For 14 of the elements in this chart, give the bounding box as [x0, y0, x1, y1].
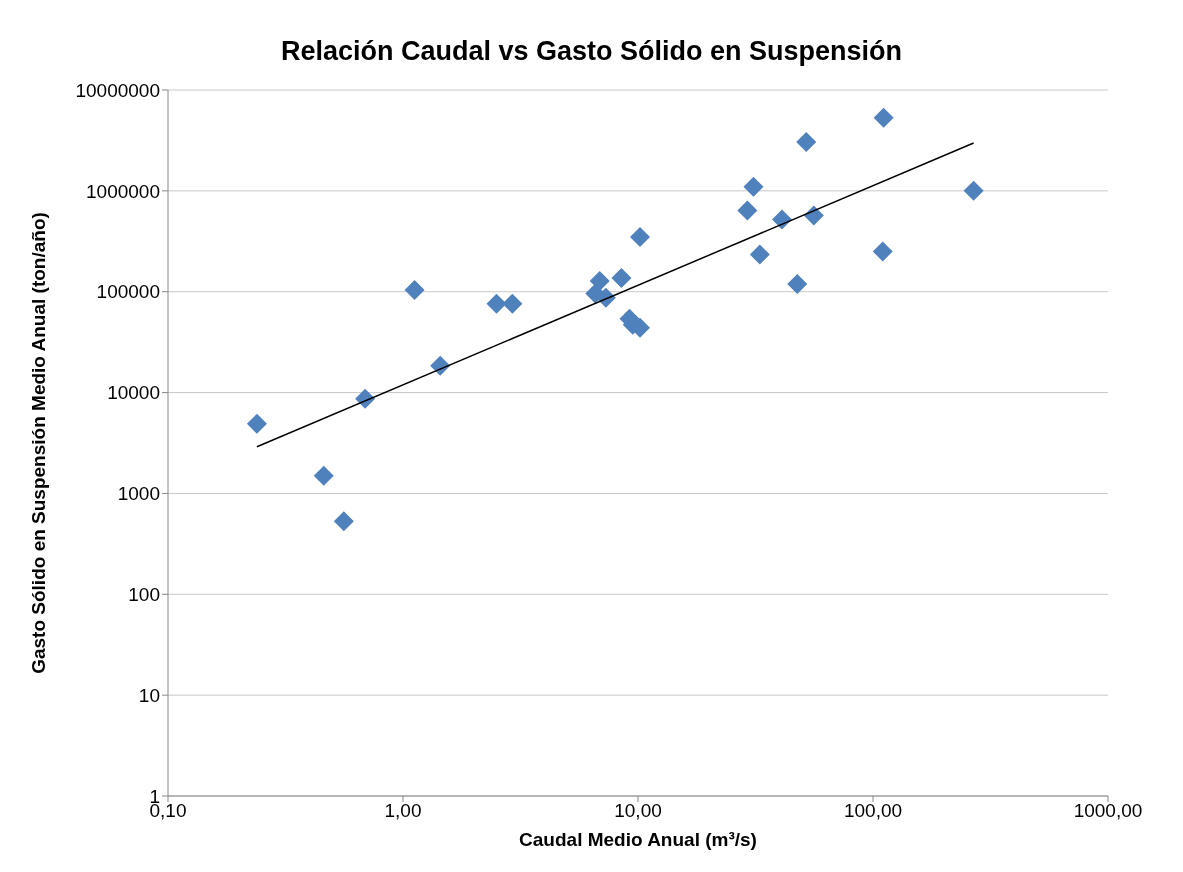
y-tick-label: 1000000 [86, 180, 160, 202]
x-tick-label: 10,00 [614, 800, 662, 822]
chart-title: Relación Caudal vs Gasto Sólido en Suspensión [279, 35, 904, 68]
y-tick-label: 10000000 [75, 79, 160, 101]
y-axis-title: Gasto Sólido en Suspensión Medio Anual (ton/año) [27, 212, 49, 674]
y-tick-label: 1000 [117, 483, 160, 505]
y-tick-label: 100 [128, 584, 160, 606]
x-tick-label: 1,00 [384, 800, 422, 822]
x-tick-label: 1000,00 [1073, 800, 1143, 822]
y-tick-label: 100000 [96, 281, 160, 303]
y-tick-label: 10000 [107, 382, 160, 404]
x-axis-title: Caudal Medio Anual (m³/s) [519, 829, 757, 850]
x-tick-label: 100,00 [843, 800, 903, 822]
y-tick-label: 10 [138, 684, 160, 706]
